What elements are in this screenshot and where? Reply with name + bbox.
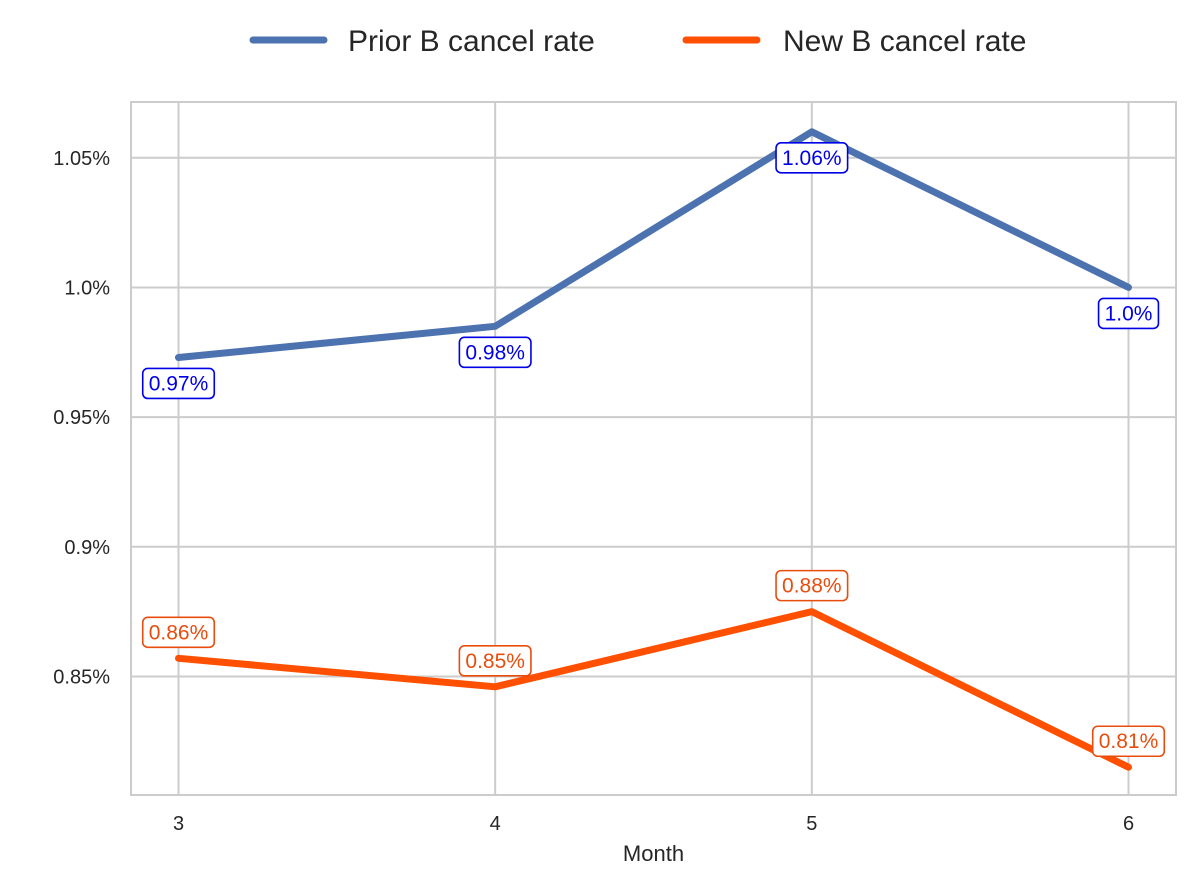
data-label: 0.97%: [141, 367, 216, 400]
y-tick-label: 0.9%: [64, 537, 110, 559]
x-tick-label: 4: [490, 813, 501, 835]
series: [175, 128, 1132, 771]
data-label: 0.88%: [775, 569, 849, 602]
legend-item: Prior B cancel rate: [249, 25, 595, 58]
data-label-text: 0.97%: [149, 372, 209, 395]
x-tick-label: 5: [806, 813, 817, 835]
grid: [131, 102, 1176, 795]
legend-item: New B cancel rate: [682, 25, 1026, 58]
data-label: 1.0%: [1097, 297, 1160, 330]
data-label-text: 1.06%: [782, 147, 842, 170]
data-labels: 0.97% 0.98% 1.06% 1.0% 0.86% 0.85% 0.88% 0.81%: [141, 142, 1166, 758]
axis-ticks: 3 4 5 6 0.85% 0.9% 0.95% 1.0% 1.05%: [53, 148, 1134, 835]
series-line-new: [175, 608, 1132, 771]
x-tick-label: 3: [173, 813, 184, 835]
data-label-text: 0.81%: [1099, 730, 1159, 753]
y-tick-label: 1.05%: [53, 148, 110, 170]
x-tick-label: 6: [1123, 813, 1134, 835]
data-label: 0.81%: [1091, 725, 1166, 758]
y-tick-label: 0.95%: [53, 407, 110, 429]
x-axis-title: Month: [623, 841, 684, 866]
data-label: 0.98%: [458, 336, 532, 369]
series-line-prior: [175, 128, 1132, 361]
data-label-text: 0.88%: [782, 575, 842, 598]
data-label-text: 0.85%: [465, 650, 525, 673]
legend-label: Prior B cancel rate: [348, 25, 595, 58]
y-tick-label: 0.85%: [53, 666, 110, 688]
data-label: 0.86%: [141, 616, 216, 649]
data-label: 1.06%: [775, 142, 849, 174]
plot-frame: [130, 101, 1177, 796]
y-tick-label: 1.0%: [64, 277, 110, 299]
legend-label: New B cancel rate: [783, 25, 1026, 58]
legend: Prior B cancel rate New B cancel rate: [249, 25, 1026, 58]
data-label-text: 0.98%: [465, 341, 525, 364]
data-label-text: 0.86%: [149, 621, 209, 644]
data-label-text: 1.0%: [1105, 302, 1153, 325]
data-label: 0.85%: [458, 645, 532, 677]
